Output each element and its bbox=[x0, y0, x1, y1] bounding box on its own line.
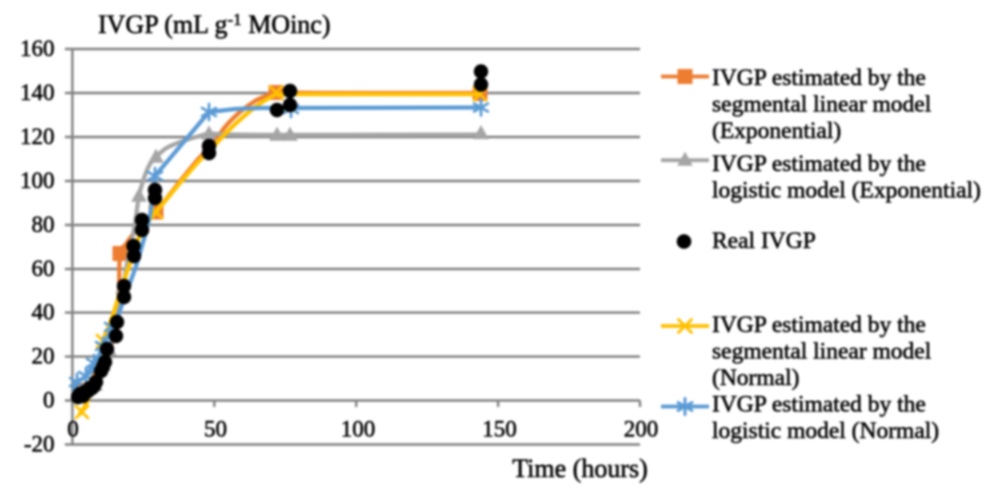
svg-text:40: 40 bbox=[32, 300, 55, 325]
svg-text:50: 50 bbox=[204, 417, 227, 442]
svg-text:160: 160 bbox=[20, 36, 55, 61]
svg-text:60: 60 bbox=[32, 256, 55, 281]
svg-text:IVGP (mL g-1 MOinc): IVGP (mL g-1 MOinc) bbox=[98, 10, 331, 39]
svg-text:logistic model (Exponential): logistic model (Exponential) bbox=[712, 178, 981, 204]
svg-text:0: 0 bbox=[43, 388, 55, 413]
svg-text:segmental linear model: segmental linear model bbox=[712, 339, 932, 365]
svg-text:(Exponential): (Exponential) bbox=[712, 118, 841, 144]
svg-text:IVGP estimated by the: IVGP estimated by the bbox=[712, 312, 926, 338]
svg-text:200: 200 bbox=[624, 417, 659, 442]
svg-text:Real IVGP: Real IVGP bbox=[712, 228, 816, 254]
svg-text:IVGP estimated by the: IVGP estimated by the bbox=[712, 65, 926, 91]
svg-text:IVGP estimated by the: IVGP estimated by the bbox=[712, 151, 926, 177]
svg-text:segmental linear model: segmental linear model bbox=[712, 92, 932, 118]
svg-text:(Normal): (Normal) bbox=[712, 365, 799, 391]
svg-text:logistic model (Normal): logistic model (Normal) bbox=[712, 418, 939, 444]
svg-text:120: 120 bbox=[20, 124, 55, 149]
svg-text:80: 80 bbox=[32, 212, 55, 237]
svg-text:140: 140 bbox=[20, 80, 55, 105]
svg-text:20: 20 bbox=[32, 344, 55, 369]
svg-text:IVGP estimated by the: IVGP estimated by the bbox=[712, 392, 926, 418]
svg-text:0: 0 bbox=[67, 417, 79, 442]
svg-text:Time (hours): Time (hours) bbox=[512, 454, 648, 483]
svg-text:100: 100 bbox=[20, 168, 55, 193]
svg-text:-20: -20 bbox=[24, 432, 55, 457]
svg-text:100: 100 bbox=[341, 417, 376, 442]
svg-text:150: 150 bbox=[482, 417, 517, 442]
